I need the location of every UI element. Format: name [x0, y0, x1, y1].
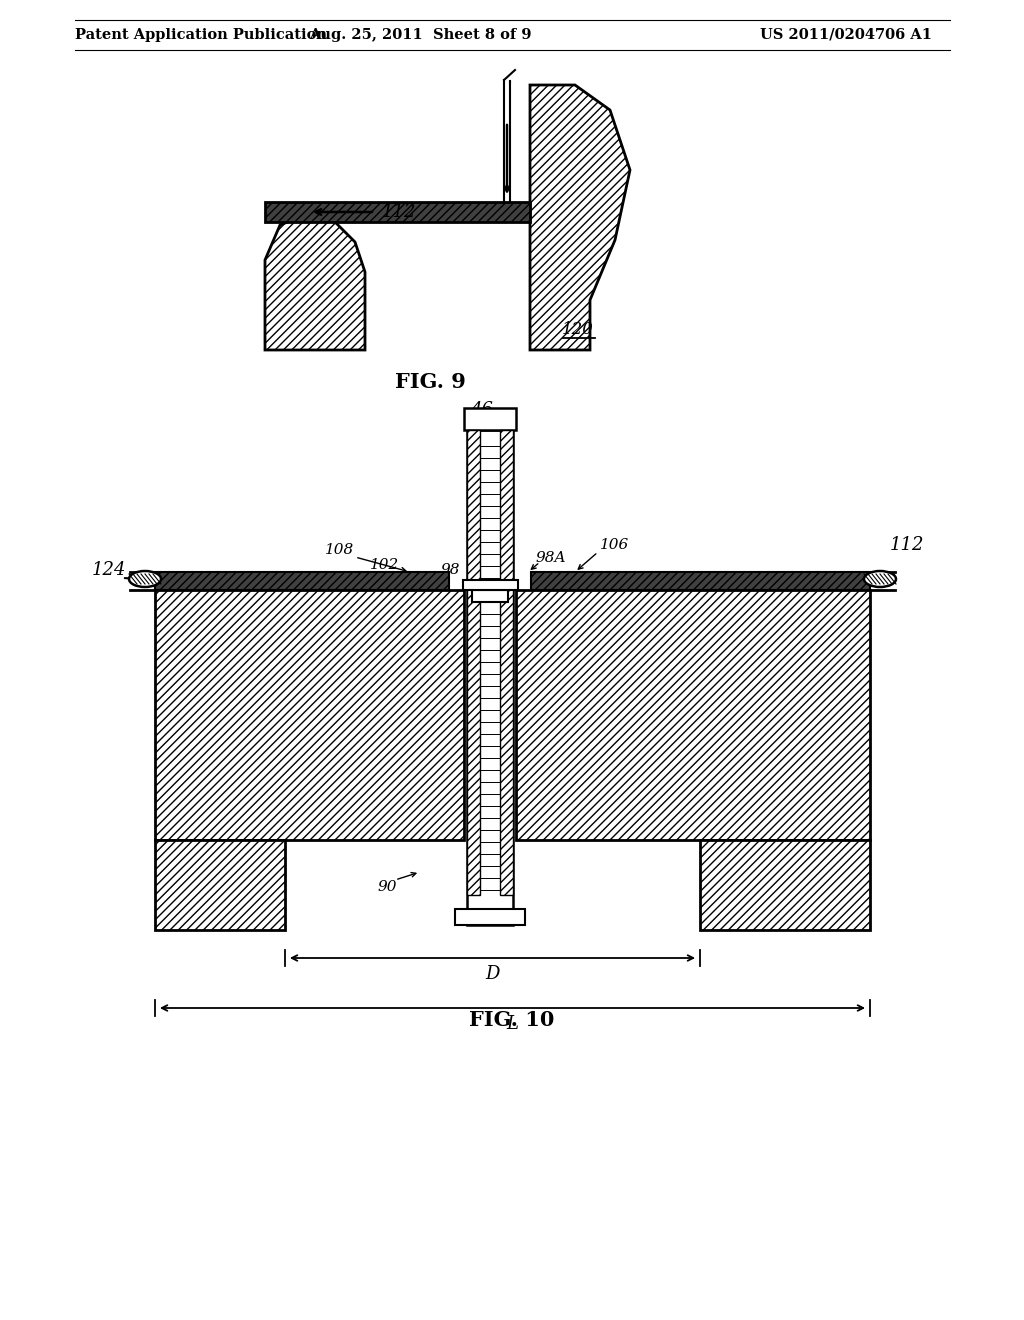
Bar — [155, 572, 449, 590]
Text: 106: 106 — [600, 539, 630, 552]
Bar — [455, 909, 525, 925]
Text: 46: 46 — [470, 401, 493, 418]
Bar — [531, 572, 870, 590]
Bar — [700, 840, 870, 931]
Text: US 2011/0204706 A1: US 2011/0204706 A1 — [760, 28, 932, 42]
Text: Patent Application Publication: Patent Application Publication — [75, 28, 327, 42]
Ellipse shape — [864, 572, 896, 587]
Bar — [516, 590, 870, 840]
Polygon shape — [265, 202, 530, 222]
Bar — [155, 840, 285, 931]
Text: FIG. 10: FIG. 10 — [469, 1010, 555, 1030]
Text: 124: 124 — [92, 561, 127, 579]
Bar — [155, 590, 464, 840]
Polygon shape — [265, 215, 365, 350]
Text: D: D — [485, 965, 500, 983]
Text: 90: 90 — [377, 880, 396, 894]
Text: 98: 98 — [440, 564, 460, 577]
Ellipse shape — [129, 572, 161, 587]
Bar — [463, 579, 518, 590]
Bar — [464, 408, 516, 430]
Text: 112: 112 — [382, 203, 417, 220]
Text: 98A: 98A — [535, 550, 565, 565]
Text: 108: 108 — [326, 543, 354, 557]
Bar — [467, 430, 480, 895]
Bar — [500, 430, 513, 895]
Polygon shape — [530, 84, 630, 350]
Text: FIG. 9: FIG. 9 — [394, 372, 466, 392]
Bar — [472, 590, 508, 602]
Bar — [467, 430, 513, 925]
Text: Aug. 25, 2011  Sheet 8 of 9: Aug. 25, 2011 Sheet 8 of 9 — [309, 28, 531, 42]
Text: 120: 120 — [562, 322, 594, 338]
Text: L: L — [507, 1015, 518, 1034]
Text: 112: 112 — [890, 536, 925, 554]
Text: 102: 102 — [371, 558, 399, 572]
